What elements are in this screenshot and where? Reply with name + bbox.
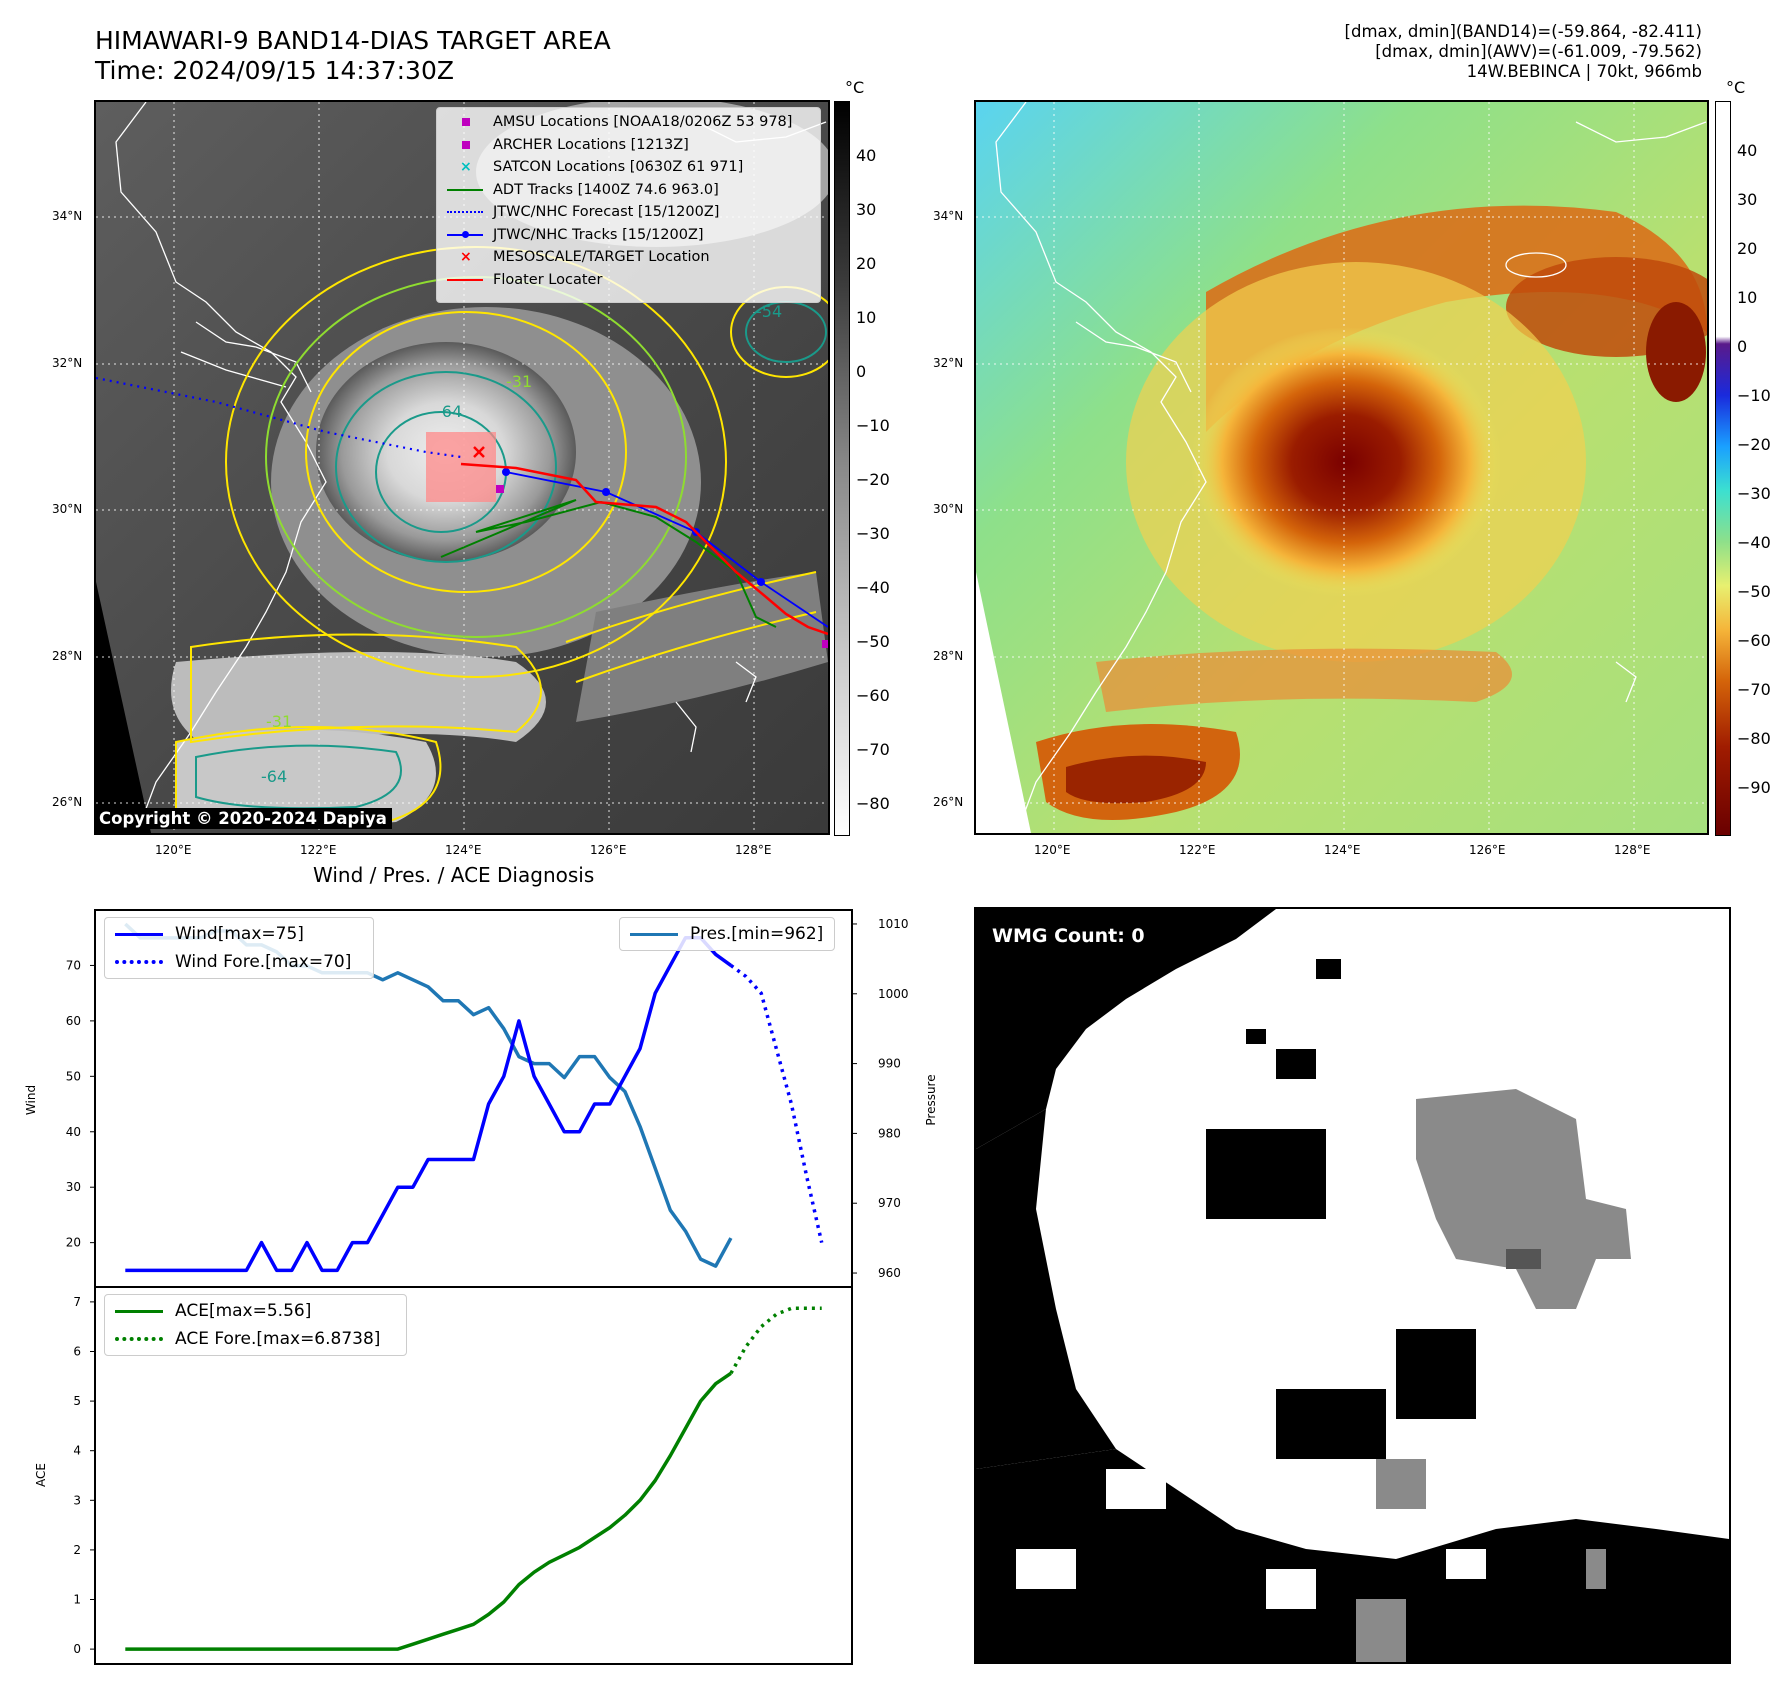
title-line-2: Time: 2024/09/15 14:37:30Z	[95, 56, 454, 85]
y-tick-label: 7	[73, 1295, 81, 1309]
y-tick-label: 960	[878, 1266, 901, 1280]
legend-satcon: × SATCON Locations [0630Z 61 971]	[460, 159, 744, 176]
y-tick-label: 1000	[878, 987, 909, 1001]
info-band14: [dmax, dmin](BAND14)=(-59.864, -82.411)	[1344, 22, 1702, 41]
legend-jtwc-tracks: JTWC/NHC Tracks [15/1200Z]	[445, 224, 812, 247]
figure-info: [dmax, dmin](BAND14)=(-59.864, -82.411)[…	[1345, 22, 1702, 82]
y-tick-label: 5	[73, 1394, 81, 1408]
diagnosis-chart: 20 30 40 50 60 70 960 970 980 990 1000 1010 0 1 2 3 4 5…	[24, 909, 938, 1665]
ace-legend: ACE[max=5.56] ACE Fore.[max=6.8738]	[104, 1294, 407, 1356]
y-tick-label: 970	[878, 1196, 901, 1210]
y-tick-label: 1010	[878, 917, 909, 931]
awv-map-panel	[974, 100, 1709, 835]
figure-title: HIMAWARI-9 BAND14-DIAS TARGET AREA Time: …	[95, 26, 611, 86]
wmg-dark-spot	[1506, 1249, 1541, 1269]
series-line-wind-max-	[125, 935, 732, 1273]
awv-gridlines	[976, 102, 1707, 833]
wind-ylabel: Wind	[24, 1085, 38, 1115]
pressure-legend: Pres.[min=962]	[619, 917, 835, 951]
y-tick-label: 70	[66, 958, 81, 972]
wind-legend: Wind[max=75] Wind Fore.[max=70]	[104, 917, 374, 979]
y-tick-label: 990	[878, 1057, 901, 1071]
wmg-count-label: WMG Count: 0	[992, 925, 1145, 947]
target-area-box	[426, 432, 496, 502]
adt-track	[440, 499, 777, 628]
contour-label: -31	[506, 372, 532, 391]
floater-track	[460, 462, 828, 636]
legend-wind-forecast: Wind Fore.[max=70]	[113, 948, 365, 976]
awv-coastlines	[995, 102, 1707, 823]
legend-amsu: AMSU Locations [NOAA18/0206Z 53 978]	[445, 111, 812, 134]
y-tick-label: 4	[73, 1444, 81, 1458]
series-line-wind-fore-max-	[729, 963, 824, 1243]
wmg-gray-regions	[1356, 1089, 1631, 1662]
no-data-region	[96, 582, 151, 833]
y-tick-label: 50	[66, 1069, 81, 1083]
y-tick-label: 980	[878, 1126, 901, 1140]
awv-colorbar-unit: °C	[1726, 78, 1746, 97]
y-tick-label: 6	[73, 1344, 81, 1358]
legend-pressure: Pres.[min=962]	[628, 920, 826, 948]
jtwc-forecast-track	[96, 376, 462, 459]
legend-target: × MESOSCALE/TARGET Location	[460, 249, 710, 266]
gray-colorbar	[834, 101, 850, 836]
series-line-ace-max-	[125, 1371, 732, 1651]
contour-label: -54	[756, 302, 782, 321]
title-line-1: HIMAWARI-9 BAND14-DIAS TARGET AREA	[95, 26, 611, 55]
contour-label: -64	[436, 402, 462, 421]
amsu-marker	[496, 485, 504, 493]
y-tick-label: 40	[66, 1125, 81, 1139]
legend-jtwc-forecast: JTWC/NHC Forecast [15/1200Z]	[445, 201, 812, 224]
legend-ace: ACE[max=5.56]	[113, 1297, 398, 1325]
ace-axis-ticks: 0 1 2 3 4 5 6 7	[73, 1295, 95, 1656]
y-tick-label: 0	[73, 1642, 81, 1656]
copyright-label: Copyright © 2020-2024 Dapiya	[94, 808, 392, 829]
y-tick-label: 3	[73, 1493, 81, 1507]
legend-adt: ADT Tracks [1400Z 74.6 963.0]	[445, 179, 812, 202]
wmg-black-regions	[976, 909, 1729, 1662]
wmg-panel	[974, 907, 1731, 1664]
wmg-svg	[976, 909, 1729, 1662]
archer-marker	[822, 640, 828, 648]
pressure-axis-ticks: 960 970 980 990 1000 1010	[852, 917, 909, 1280]
target-location-marker	[473, 446, 485, 458]
series-line-ace-fore-max-	[729, 1306, 822, 1375]
awv-map-svg	[976, 102, 1707, 833]
y-tick-label: 30	[66, 1180, 81, 1194]
y-tick-label: 20	[66, 1236, 81, 1250]
awv-bands	[1036, 205, 1707, 820]
y-tick-label: 2	[73, 1543, 81, 1557]
legend-floater: Floater Locater	[445, 269, 812, 292]
y-tick-label: 60	[66, 1014, 81, 1028]
legend-wind: Wind[max=75]	[113, 920, 365, 948]
pressure-ylabel: Pressure	[924, 1074, 938, 1125]
ace-frame	[94, 1286, 853, 1665]
legend-ace-forecast: ACE Fore.[max=6.8738]	[113, 1325, 398, 1353]
contour-labels: -64 -31 -54 -31 -64	[261, 302, 782, 786]
gray-colorbar-unit: °C	[845, 78, 865, 97]
wmg-white-patches	[1016, 1469, 1486, 1609]
ace-ylabel: ACE	[34, 1463, 48, 1487]
wind-axis-ticks: 20 30 40 50 60 70	[66, 958, 95, 1250]
diagnosis-title: Wind / Pres. / ACE Diagnosis	[313, 863, 595, 887]
y-tick-label: 1	[73, 1593, 81, 1607]
map-legend: AMSU Locations [NOAA18/0206Z 53 978] ARC…	[436, 107, 821, 303]
awv-colorbar	[1715, 101, 1731, 836]
info-storm: 14W.BEBINCA | 70kt, 966mb	[1466, 62, 1702, 81]
no-data-region	[976, 572, 1031, 833]
info-awv: [dmax, dmin](AWV)=(-61.009, -79.562)	[1375, 42, 1702, 61]
contour-label: -64	[261, 767, 287, 786]
ir-map-panel: -64 -31 -54 -31 -64 AMSU Locations [NOAA…	[94, 100, 830, 835]
contour-label: -31	[266, 712, 292, 731]
legend-archer: ARCHER Locations [1213Z]	[445, 134, 812, 157]
